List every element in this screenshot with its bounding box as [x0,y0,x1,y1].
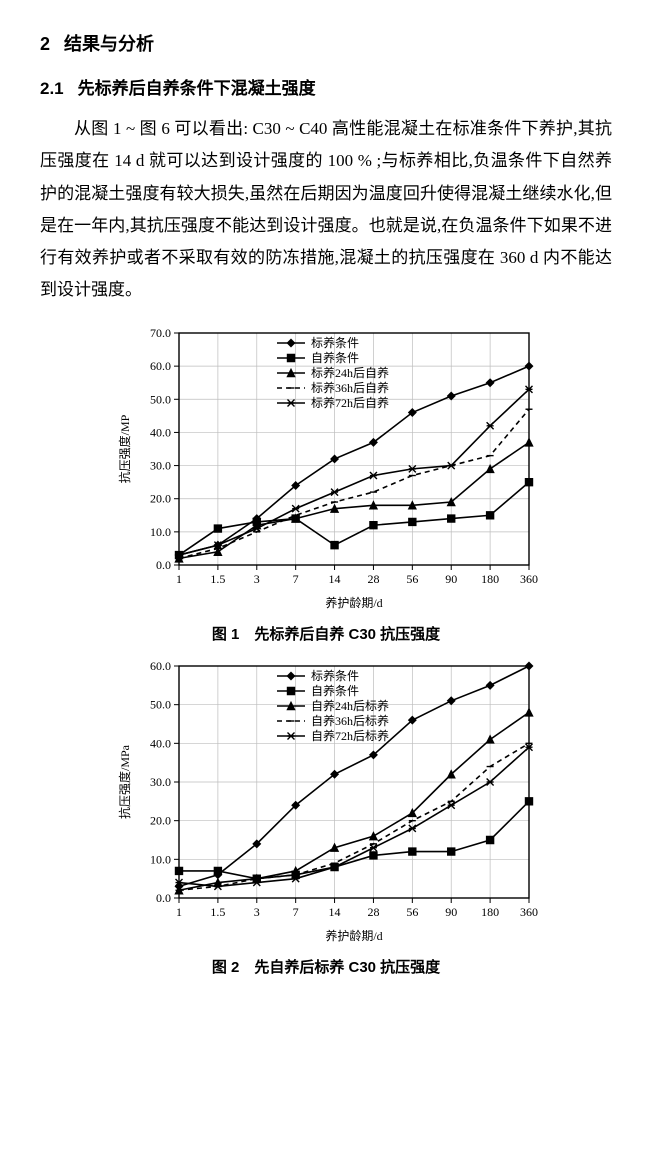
svg-text:28: 28 [367,572,379,586]
svg-text:0.0: 0.0 [156,891,171,905]
svg-text:10.0: 10.0 [150,852,171,866]
section-title: 结果与分析 [64,34,154,54]
svg-text:50.0: 50.0 [150,392,171,406]
svg-text:14: 14 [329,905,341,919]
svg-text:180: 180 [481,905,499,919]
body-paragraph: 从图 1 ~ 图 6 可以看出: C30 ~ C40 高性能混凝土在标准条件下养… [40,113,612,307]
svg-text:标养条件: 标养条件 [311,335,359,350]
svg-text:7: 7 [293,905,299,919]
figure-2: 0.0 10.0 20.0 30.0 40.0 50.0 60.0 1 1.5 3 7 14 28 56 9… [40,656,612,977]
svg-text:50.0: 50.0 [150,697,171,711]
svg-text:7: 7 [293,572,299,586]
svg-text:自养36h后标养: 自养36h后标养 [311,713,389,728]
subsection-heading: 2.1 先标养后自养条件下混凝土强度 [40,74,612,99]
svg-text:0.0: 0.0 [156,558,171,572]
section-number: 2 [40,34,50,54]
svg-text:3: 3 [254,572,260,586]
subsection-title: 先标养后自养条件下混凝土强度 [78,79,316,98]
svg-text:28: 28 [367,905,379,919]
svg-text:40.0: 40.0 [150,736,171,750]
svg-text:360: 360 [520,572,538,586]
svg-text:自养72h后标养: 自养72h后标养 [311,728,389,743]
svg-text:10.0: 10.0 [150,525,171,539]
svg-text:56: 56 [406,572,418,586]
svg-text:抗压强度/MP: 抗压强度/MP [117,414,132,483]
svg-text:3: 3 [254,905,260,919]
svg-text:20.0: 20.0 [150,813,171,827]
svg-text:56: 56 [406,905,418,919]
svg-text:90: 90 [445,572,457,586]
svg-text:70.0: 70.0 [150,326,171,340]
svg-text:20.0: 20.0 [150,491,171,505]
svg-text:60.0: 60.0 [150,659,171,673]
svg-text:1.5: 1.5 [210,572,225,586]
svg-text:1: 1 [176,905,182,919]
svg-text:90: 90 [445,905,457,919]
svg-text:360: 360 [520,905,538,919]
svg-text:40.0: 40.0 [150,425,171,439]
figure-1: 0.0 10.0 20.0 30.0 40.0 50.0 60.0 70.0 1 1.5 3 7 14 2… [40,323,612,644]
svg-text:抗压强度/MPa: 抗压强度/MPa [117,744,132,819]
svg-text:标养72h后自养: 标养72h后自养 [311,395,389,410]
svg-text:养护龄期/d: 养护龄期/d [325,928,382,943]
svg-text:自养24h后标养: 自养24h后标养 [311,698,389,713]
svg-text:自养条件: 自养条件 [311,350,359,365]
svg-text:标养36h后自养: 标养36h后自养 [311,380,389,395]
chart-2: 0.0 10.0 20.0 30.0 40.0 50.0 60.0 1 1.5 3 7 14 28 56 9… [111,656,541,946]
figure-1-caption: 图 1 先标养后自养 C30 抗压强度 [212,623,440,644]
svg-text:30.0: 30.0 [150,775,171,789]
svg-text:180: 180 [481,572,499,586]
section-heading: 2 结果与分析 [40,30,612,56]
figure-2-caption: 图 2 先自养后标养 C30 抗压强度 [212,956,440,977]
svg-text:60.0: 60.0 [150,359,171,373]
svg-text:30.0: 30.0 [150,458,171,472]
svg-text:标养24h后自养: 标养24h后自养 [311,365,389,380]
chart-1: 0.0 10.0 20.0 30.0 40.0 50.0 60.0 70.0 1 1.5 3 7 14 2… [111,323,541,613]
svg-text:1.5: 1.5 [210,905,225,919]
svg-text:养护龄期/d: 养护龄期/d [325,595,382,610]
subsection-number: 2.1 [40,79,64,98]
svg-text:1: 1 [176,572,182,586]
svg-text:自养条件: 自养条件 [311,683,359,698]
svg-text:14: 14 [329,572,341,586]
svg-text:标养条件: 标养条件 [311,668,359,683]
